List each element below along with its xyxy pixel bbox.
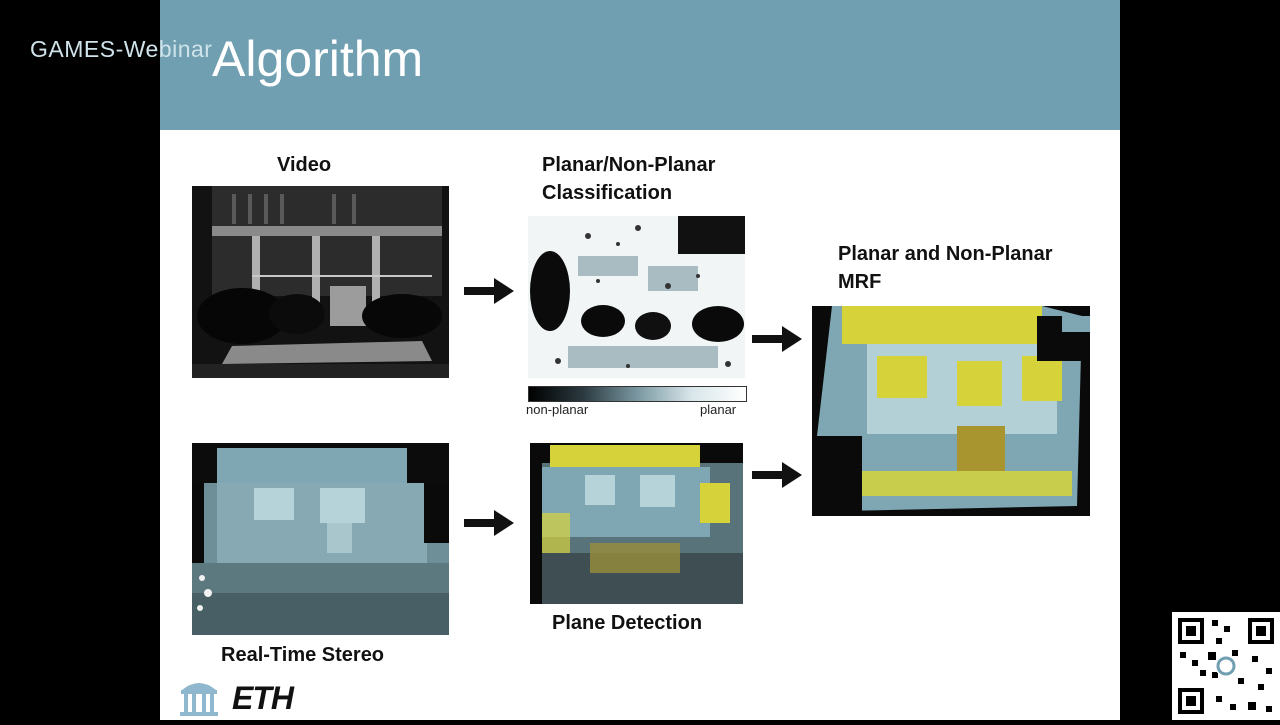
video-frame-image (192, 186, 449, 378)
slide: Algorithm Video Planar/Non-Planar Classi… (160, 0, 1120, 720)
arrow-stereo-to-plane-detection (464, 510, 514, 536)
mrf-label-line1: Planar and Non-Planar (838, 243, 1053, 265)
slide-header: Algorithm (160, 0, 1120, 130)
legend-nonplanar-label: non-planar (526, 402, 589, 417)
video-label: Video (277, 154, 332, 176)
plane-detection-frame-image (530, 443, 743, 604)
mrf-label-line2: MRF (838, 271, 882, 293)
watermark: GAMES-Webinar (30, 36, 213, 62)
eth-logo: ETH (232, 680, 294, 716)
arrow-plane-detection-to-mrf (752, 462, 802, 488)
classification-legend-bar (528, 386, 747, 402)
classification-frame-image (528, 216, 745, 378)
mrf-result-image (812, 306, 1090, 516)
qr-code (1172, 612, 1280, 720)
stereo-frame-image (192, 443, 449, 635)
arrow-video-to-classification (464, 278, 514, 304)
arrow-classification-to-mrf (752, 326, 802, 352)
unc-old-well-logo (180, 683, 218, 716)
classification-label-line2: Classification (542, 182, 673, 204)
plane-detection-label: Plane Detection (552, 612, 703, 634)
classification-label-line1: Planar/Non-Planar (542, 154, 716, 176)
stereo-label: Real-Time Stereo (221, 644, 385, 666)
legend-planar-label: planar (700, 402, 737, 417)
slide-title: Algorithm (212, 31, 424, 87)
